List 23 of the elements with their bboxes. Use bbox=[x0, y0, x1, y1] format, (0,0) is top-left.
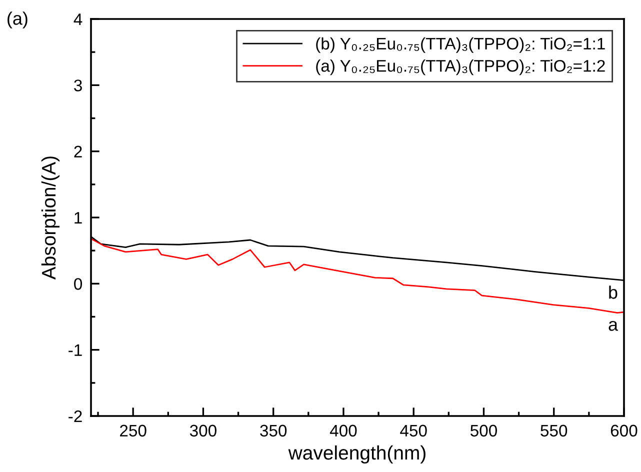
x-tick-label: 600 bbox=[610, 424, 638, 437]
legend-label: (a) Y₀.₂₅Eu₀.₇₅(TTA)₃(TPPO)₂: TiO₂=1:2 bbox=[316, 60, 605, 76]
text: (a) bbox=[8, 12, 28, 28]
y-axis-title: Absorption/(A) bbox=[41, 156, 60, 280]
y-tick-label: 2 bbox=[74, 146, 82, 158]
y-tick-label: 4 bbox=[74, 14, 82, 26]
y-tick-label: 1 bbox=[74, 212, 82, 224]
annotation: b bbox=[609, 286, 618, 299]
x-tick-label: 350 bbox=[260, 424, 287, 437]
x-tick-label: 450 bbox=[400, 424, 427, 437]
y-tick-label: 3 bbox=[74, 80, 82, 92]
annotation: a bbox=[608, 320, 618, 331]
legend-label: (b) Y₀.₂₅Eu₀.₇₅(TTA)₃(TPPO)₂: TiO₂=1:1 bbox=[316, 37, 605, 53]
y-tick-label: 0 bbox=[74, 278, 82, 290]
x-tick-label: 300 bbox=[190, 424, 216, 437]
x-tick-label: 400 bbox=[330, 424, 357, 437]
line-series bbox=[91, 238, 624, 314]
x-axis-title: wavelength(nm) bbox=[288, 445, 426, 464]
y-tick-label: -1 bbox=[68, 344, 82, 356]
x-tick-label: 250 bbox=[120, 424, 146, 437]
x-tick-label: 550 bbox=[540, 424, 568, 437]
x-tick-label: 500 bbox=[470, 424, 497, 437]
y-tick-label: -2 bbox=[68, 410, 82, 422]
